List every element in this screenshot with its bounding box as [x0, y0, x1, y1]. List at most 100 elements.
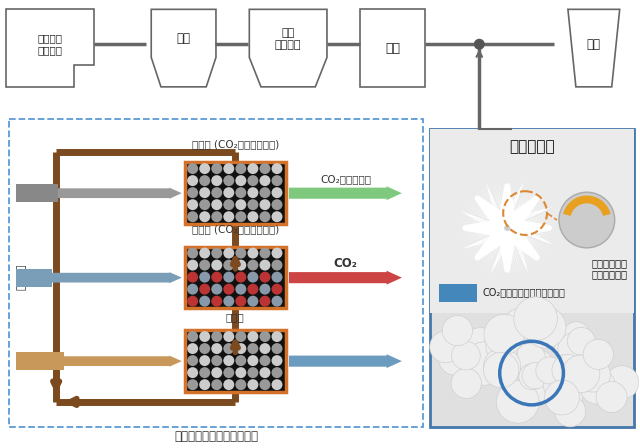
Polygon shape: [512, 183, 552, 223]
Circle shape: [199, 379, 210, 390]
Circle shape: [271, 211, 282, 222]
Circle shape: [484, 240, 495, 251]
Circle shape: [199, 199, 210, 210]
Circle shape: [211, 355, 222, 366]
Text: CO₂フリーガス: CO₂フリーガス: [320, 174, 371, 184]
FancyBboxPatch shape: [429, 129, 634, 314]
Circle shape: [474, 39, 484, 50]
Circle shape: [481, 221, 493, 235]
Circle shape: [248, 343, 259, 354]
Circle shape: [187, 379, 198, 390]
Text: 蒸気: 蒸気: [28, 273, 41, 283]
Circle shape: [532, 197, 538, 203]
Circle shape: [500, 241, 514, 254]
Circle shape: [236, 187, 246, 198]
Circle shape: [211, 284, 222, 295]
Polygon shape: [458, 211, 496, 245]
FancyBboxPatch shape: [360, 9, 425, 87]
Circle shape: [223, 284, 234, 295]
Circle shape: [248, 367, 259, 378]
Circle shape: [500, 205, 515, 220]
FancyBboxPatch shape: [17, 269, 52, 287]
Circle shape: [500, 236, 515, 250]
Circle shape: [480, 201, 489, 210]
Circle shape: [223, 163, 234, 174]
Circle shape: [223, 367, 234, 378]
Circle shape: [548, 383, 583, 417]
Circle shape: [211, 296, 222, 306]
Circle shape: [475, 254, 481, 260]
Text: 乾燥ガス: 乾燥ガス: [27, 356, 54, 366]
Circle shape: [521, 203, 532, 214]
Circle shape: [259, 271, 271, 283]
Circle shape: [223, 331, 234, 342]
Circle shape: [515, 207, 528, 220]
Circle shape: [248, 199, 259, 210]
Circle shape: [187, 199, 198, 210]
Text: 電気
集じん器: 電気 集じん器: [275, 28, 301, 50]
FancyBboxPatch shape: [184, 330, 286, 392]
Circle shape: [468, 224, 477, 232]
Circle shape: [481, 244, 491, 254]
Circle shape: [199, 211, 210, 222]
Circle shape: [259, 355, 271, 366]
Circle shape: [515, 220, 530, 235]
Circle shape: [504, 261, 511, 269]
Circle shape: [486, 331, 518, 363]
Circle shape: [236, 343, 246, 354]
Circle shape: [236, 284, 246, 295]
Circle shape: [479, 248, 487, 257]
Circle shape: [504, 308, 536, 340]
Circle shape: [259, 248, 271, 258]
Circle shape: [562, 355, 600, 392]
Circle shape: [497, 380, 539, 423]
Circle shape: [502, 255, 512, 265]
Circle shape: [504, 225, 510, 231]
Circle shape: [211, 163, 222, 174]
Circle shape: [529, 198, 537, 206]
Circle shape: [211, 379, 222, 390]
Circle shape: [501, 244, 513, 257]
Circle shape: [259, 211, 271, 222]
Circle shape: [540, 224, 548, 232]
Circle shape: [559, 192, 614, 248]
Circle shape: [271, 260, 282, 271]
Text: CO₂を化学的に吸収する物質: CO₂を化学的に吸収する物質: [483, 288, 565, 297]
Circle shape: [484, 314, 524, 354]
Circle shape: [236, 260, 246, 271]
Circle shape: [462, 225, 468, 231]
Circle shape: [512, 220, 528, 236]
Circle shape: [187, 296, 198, 306]
Circle shape: [248, 355, 259, 366]
Circle shape: [259, 187, 271, 198]
Text: CO₂: CO₂: [581, 212, 593, 218]
Circle shape: [519, 205, 531, 216]
Circle shape: [187, 248, 198, 258]
Circle shape: [187, 260, 198, 271]
Circle shape: [199, 271, 210, 283]
Circle shape: [223, 343, 234, 354]
Circle shape: [484, 205, 495, 216]
Circle shape: [508, 211, 524, 227]
Circle shape: [271, 367, 282, 378]
Circle shape: [534, 195, 540, 202]
Circle shape: [481, 202, 491, 212]
Circle shape: [483, 352, 519, 388]
Circle shape: [524, 306, 566, 348]
Polygon shape: [490, 178, 524, 217]
Circle shape: [187, 284, 198, 295]
Circle shape: [223, 187, 234, 198]
Circle shape: [499, 227, 516, 245]
Circle shape: [506, 220, 524, 237]
Circle shape: [236, 379, 246, 390]
Circle shape: [476, 252, 483, 259]
Circle shape: [271, 175, 282, 186]
Circle shape: [271, 248, 282, 258]
Circle shape: [536, 357, 563, 384]
Circle shape: [187, 175, 198, 186]
Circle shape: [484, 348, 521, 385]
Circle shape: [259, 163, 271, 174]
Circle shape: [199, 367, 210, 378]
Circle shape: [236, 271, 246, 283]
Circle shape: [486, 236, 500, 249]
